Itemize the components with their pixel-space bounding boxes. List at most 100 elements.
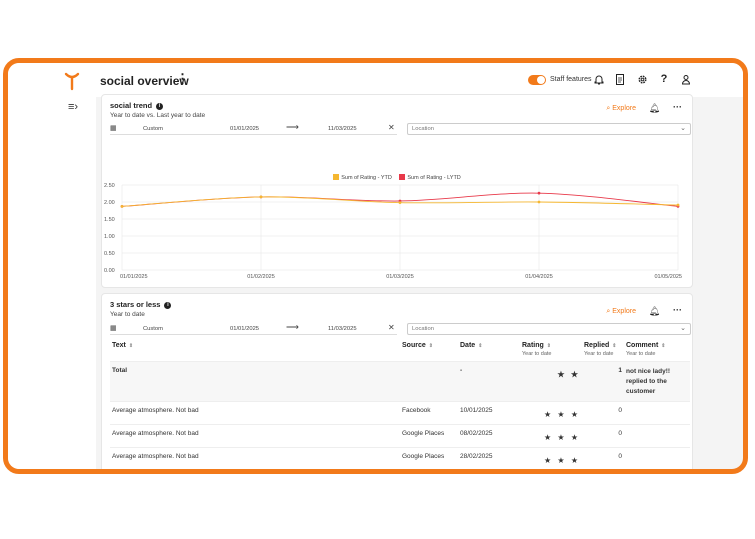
low-ratings-table: Text ⇕ Source ⇕ Date ⇕ Rating ⇕ Year to date … bbox=[110, 340, 690, 469]
row-replied: 0 bbox=[582, 424, 624, 448]
user-icon[interactable] bbox=[679, 72, 693, 86]
left-sidebar: ≡› bbox=[8, 63, 96, 469]
y-tick-label: 1.00 bbox=[104, 234, 115, 240]
row-text: Average atmosphere. Not bad bbox=[110, 424, 400, 448]
row-rating-stars: ★ ★ ★ bbox=[520, 401, 582, 425]
date-from[interactable]: 01/01/2025 bbox=[230, 126, 260, 132]
table-row[interactable]: Average atmosphere. Not bad Facebook 10/… bbox=[110, 401, 690, 425]
column-header-rating[interactable]: Rating ⇕ Year to date bbox=[522, 342, 552, 357]
location-select[interactable]: Location ⌄ bbox=[407, 323, 691, 335]
chevron-down-icon: ⌄ bbox=[680, 125, 686, 132]
data-point-lytd bbox=[537, 191, 541, 195]
sort-icon[interactable]: ⇕ bbox=[128, 343, 134, 349]
close-icon[interactable]: ✕ bbox=[388, 123, 395, 132]
table-header-row: Text ⇕ Source ⇕ Date ⇕ Rating ⇕ Year to date … bbox=[110, 340, 690, 362]
trend-line-chart: 0.00 0.50 1.00 1.50 2.00 2.50 01/01/2025 01/02/… bbox=[104, 183, 682, 280]
info-icon[interactable]: i bbox=[156, 103, 164, 110]
date-to[interactable]: 11/03/2025 bbox=[328, 126, 357, 132]
low-ratings-title: 3 stars or less i bbox=[110, 300, 172, 309]
y-tick-label: 2.50 bbox=[104, 183, 115, 189]
legend-item-ytd[interactable]: Sum of Rating - YTD bbox=[333, 174, 392, 181]
chart-legend: Sum of Rating - YTD Sum of Rating - LYTD bbox=[102, 174, 692, 181]
social-trend-card: social trend i Year to date vs. Last year… bbox=[101, 94, 693, 288]
sort-icon[interactable]: ⇕ bbox=[612, 343, 617, 349]
row-source: Google Places bbox=[400, 424, 458, 448]
row-rating-stars: ★ ★ ★ bbox=[520, 447, 582, 469]
x-tick-label: 01/04/2025 bbox=[525, 274, 553, 280]
data-point-ytd bbox=[120, 205, 124, 208]
sort-icon[interactable]: ⇕ bbox=[661, 343, 666, 349]
date-to[interactable]: 11/03/2025 bbox=[328, 326, 357, 332]
more-options-icon[interactable]: ··· bbox=[673, 305, 682, 315]
date-preset[interactable]: Custom bbox=[143, 326, 163, 332]
close-icon[interactable]: ✕ bbox=[388, 323, 395, 332]
date-preset[interactable]: Custom bbox=[143, 126, 163, 132]
social-trend-title: social trend i bbox=[110, 101, 164, 110]
sort-icon[interactable]: ⇕ bbox=[428, 343, 433, 349]
page-title: social overview bbox=[100, 74, 189, 88]
top-bar: social overview ⋮ Staff features ? bbox=[96, 63, 743, 97]
bell-icon[interactable]: 🔔︎ bbox=[648, 103, 660, 113]
row-comment bbox=[624, 424, 690, 448]
social-trend-subtitle: Year to date vs. Last year to date bbox=[110, 112, 206, 119]
page-menu-icon[interactable]: ⋮ bbox=[176, 71, 189, 86]
total-replied: 1 bbox=[582, 360, 624, 402]
row-date: 08/02/2025 bbox=[458, 424, 520, 448]
arrow-right-icon: ⟶ bbox=[286, 322, 299, 332]
row-comment bbox=[624, 401, 690, 425]
column-header-source[interactable]: Source ⇕ bbox=[402, 342, 433, 349]
table-row[interactable]: Average atmosphere. Not bad Google Place… bbox=[110, 447, 690, 469]
explore-button[interactable]: ⌕ Explore bbox=[606, 308, 636, 315]
location-select[interactable]: Location ⌄ bbox=[407, 123, 691, 135]
explore-button[interactable]: ⌕ Explore bbox=[606, 105, 636, 112]
row-replied: 0 bbox=[582, 447, 624, 469]
app-frame: ≡› social overview ⋮ Staff features ? so… bbox=[3, 58, 748, 474]
table-total-row: Total - ★ ★ 1 not nice lady!! replied to… bbox=[110, 360, 690, 402]
staff-features-toggle[interactable] bbox=[528, 75, 546, 85]
row-text: Average atmosphere. Not bad bbox=[110, 401, 400, 425]
total-comment: not nice lady!! replied to the customer bbox=[624, 360, 690, 402]
table-row[interactable]: Average atmosphere. Not bad Google Place… bbox=[110, 424, 690, 448]
data-point-ytd bbox=[398, 201, 402, 205]
date-range-picker[interactable]: ▦ Custom 01/01/2025 ⟶ 11/03/2025 ✕ bbox=[110, 122, 397, 135]
x-tick-label: 01/01/2025 bbox=[120, 274, 148, 280]
row-date: 10/01/2025 bbox=[458, 401, 520, 425]
x-tick-label: 01/03/2025 bbox=[386, 274, 414, 280]
chevron-down-icon: ⌄ bbox=[680, 325, 686, 332]
row-source: Facebook bbox=[400, 401, 458, 425]
bell-icon[interactable] bbox=[592, 72, 606, 86]
data-point-ytd bbox=[537, 200, 541, 204]
column-header-text[interactable]: Text ⇕ bbox=[112, 342, 134, 349]
x-tick-label: 01/02/2025 bbox=[247, 274, 275, 280]
sidebar-collapse-icon[interactable]: ≡› bbox=[68, 101, 79, 113]
column-header-date[interactable]: Date ⇕ bbox=[460, 342, 483, 349]
y-tick-label: 1.50 bbox=[104, 217, 115, 223]
column-header-comment[interactable]: Comment ⇕ Year to date bbox=[626, 342, 666, 357]
low-ratings-subtitle: Year to date bbox=[110, 311, 145, 318]
calendar-icon: ▦ bbox=[110, 325, 117, 332]
legend-item-lytd[interactable]: Sum of Rating - LYTD bbox=[399, 174, 461, 181]
total-date: - bbox=[458, 360, 520, 402]
low-ratings-card: 3 stars or less i Year to date ⌕ Explore … bbox=[101, 293, 693, 469]
row-comment bbox=[624, 447, 690, 469]
row-date: 28/02/2025 bbox=[458, 447, 520, 469]
arrow-right-icon: ⟶ bbox=[286, 122, 299, 132]
document-icon[interactable] bbox=[613, 72, 627, 86]
help-icon[interactable]: ? bbox=[660, 73, 668, 85]
location-placeholder: Location bbox=[412, 126, 434, 132]
gear-icon[interactable] bbox=[635, 72, 649, 86]
sort-icon[interactable]: ⇕ bbox=[546, 343, 551, 349]
date-from[interactable]: 01/01/2025 bbox=[230, 326, 260, 332]
data-point-ytd bbox=[259, 195, 263, 199]
column-header-replied[interactable]: Replied ⇕ Year to date bbox=[584, 342, 617, 357]
brand-logo-icon[interactable] bbox=[64, 71, 80, 91]
sort-icon[interactable]: ⇕ bbox=[478, 343, 483, 349]
date-range-picker[interactable]: ▦ Custom 01/01/2025 ⟶ 11/03/2025 ✕ bbox=[110, 322, 397, 335]
total-rating-stars: ★ ★ bbox=[520, 360, 582, 402]
y-tick-label: 0.00 bbox=[104, 268, 115, 274]
more-options-icon[interactable]: ··· bbox=[673, 102, 682, 112]
info-icon[interactable]: i bbox=[164, 302, 172, 309]
row-source: Google Places bbox=[400, 447, 458, 469]
row-rating-stars: ★ ★ ★ bbox=[520, 424, 582, 448]
bell-icon[interactable]: 🔔︎ bbox=[648, 306, 660, 316]
